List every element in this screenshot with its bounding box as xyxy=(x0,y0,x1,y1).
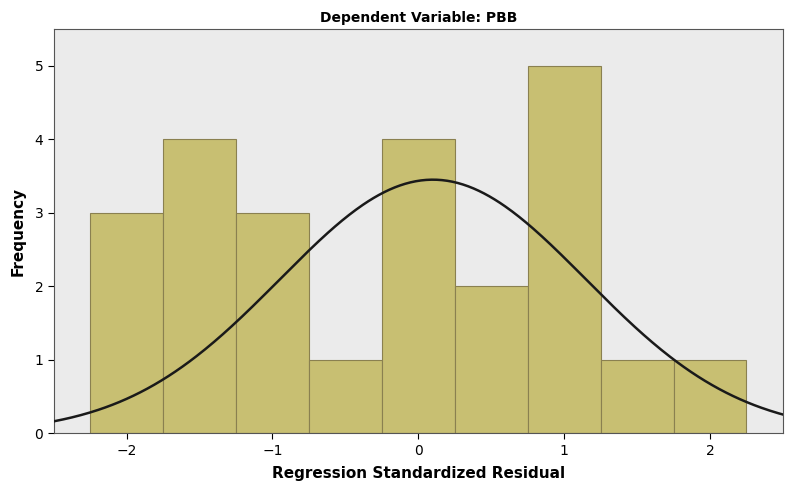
Bar xyxy=(91,213,163,433)
X-axis label: Regression Standardized Residual: Regression Standardized Residual xyxy=(272,466,565,481)
Bar xyxy=(455,286,528,433)
Title: Dependent Variable: PBB: Dependent Variable: PBB xyxy=(320,11,517,25)
Bar xyxy=(600,360,673,433)
Bar xyxy=(382,139,455,433)
Bar xyxy=(163,139,236,433)
Y-axis label: Frequency: Frequency xyxy=(11,186,26,276)
Bar xyxy=(528,66,600,433)
Bar xyxy=(309,360,382,433)
Bar xyxy=(673,360,746,433)
Bar xyxy=(236,213,309,433)
